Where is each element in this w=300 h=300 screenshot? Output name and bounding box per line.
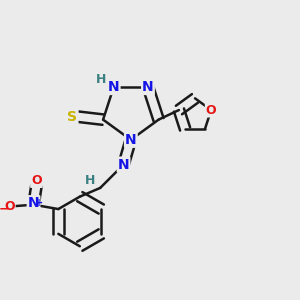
Text: −: − [0,202,9,216]
Text: N: N [118,158,129,172]
Text: O: O [31,174,42,187]
Text: H: H [96,73,106,86]
Text: O: O [206,103,216,116]
Text: S: S [68,110,77,124]
Text: +: + [35,198,43,208]
Text: O: O [4,200,15,213]
Text: N: N [125,133,136,147]
Text: N: N [108,80,119,94]
Text: N: N [28,196,39,210]
Text: N: N [142,80,154,94]
Text: H: H [85,174,95,187]
